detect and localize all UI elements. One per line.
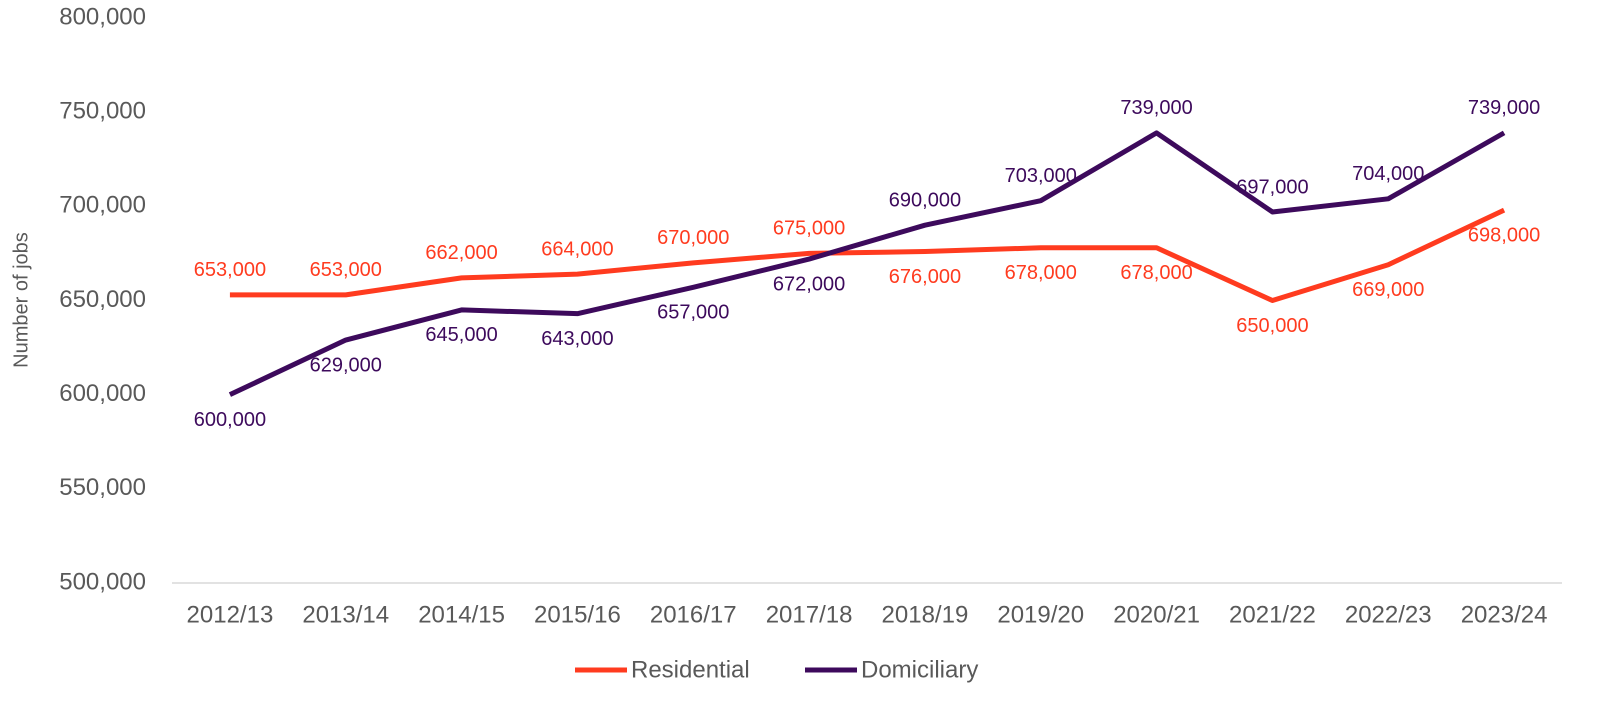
- data-label: 739,000: [1120, 97, 1192, 119]
- data-label: 703,000: [1005, 165, 1077, 187]
- legend-label: Residential: [631, 656, 750, 683]
- x-tick-label: 2021/22: [1229, 601, 1316, 628]
- y-axis-title: Number of jobs: [10, 232, 32, 368]
- x-tick-label: 2012/13: [187, 601, 274, 628]
- data-label: 678,000: [1005, 262, 1077, 284]
- data-label: 645,000: [425, 324, 497, 346]
- x-tick-label: 2019/20: [997, 601, 1084, 628]
- data-label: 600,000: [194, 409, 266, 431]
- data-label: 690,000: [889, 189, 961, 211]
- data-label: 678,000: [1120, 262, 1192, 284]
- data-label: 669,000: [1352, 279, 1424, 301]
- y-tick-label: 600,000: [59, 380, 146, 407]
- y-tick-label: 750,000: [59, 98, 146, 125]
- data-label: 739,000: [1468, 97, 1540, 119]
- x-tick-label: 2023/24: [1461, 601, 1548, 628]
- x-tick-label: 2014/15: [418, 601, 505, 628]
- x-tick-label: 2013/14: [302, 601, 389, 628]
- x-tick-label: 2015/16: [534, 601, 621, 628]
- data-label: 662,000: [425, 242, 497, 264]
- y-tick-label: 650,000: [59, 286, 146, 313]
- data-label: 675,000: [773, 218, 845, 240]
- legend-label: Domiciliary: [861, 656, 978, 683]
- data-label: 650,000: [1236, 315, 1308, 337]
- data-label: 704,000: [1352, 163, 1424, 185]
- line: [228, 130, 1506, 397]
- data-label: 653,000: [310, 259, 382, 281]
- data-label: 698,000: [1468, 224, 1540, 246]
- y-tick-label: 500,000: [59, 568, 146, 595]
- data-label: 657,000: [657, 302, 729, 324]
- data-label: 672,000: [773, 273, 845, 295]
- x-tick-label: 2016/17: [650, 601, 737, 628]
- data-label: 629,000: [310, 354, 382, 376]
- data-label: 670,000: [657, 227, 729, 249]
- x-tick-label: 2018/19: [882, 601, 969, 628]
- line: [229, 207, 1506, 303]
- x-tick-label: 2017/18: [766, 601, 853, 628]
- y-tick-label: 700,000: [59, 192, 146, 219]
- y-tick-label: 800,000: [59, 3, 146, 30]
- data-label: 653,000: [194, 259, 266, 281]
- y-tick-label: 550,000: [59, 474, 146, 501]
- data-label: 676,000: [889, 266, 961, 288]
- data-label: 697,000: [1236, 176, 1308, 198]
- x-tick-label: 2020/21: [1113, 601, 1200, 628]
- data-label: 664,000: [541, 238, 613, 260]
- x-tick-label: 2022/23: [1345, 601, 1432, 628]
- data-label: 643,000: [541, 328, 613, 350]
